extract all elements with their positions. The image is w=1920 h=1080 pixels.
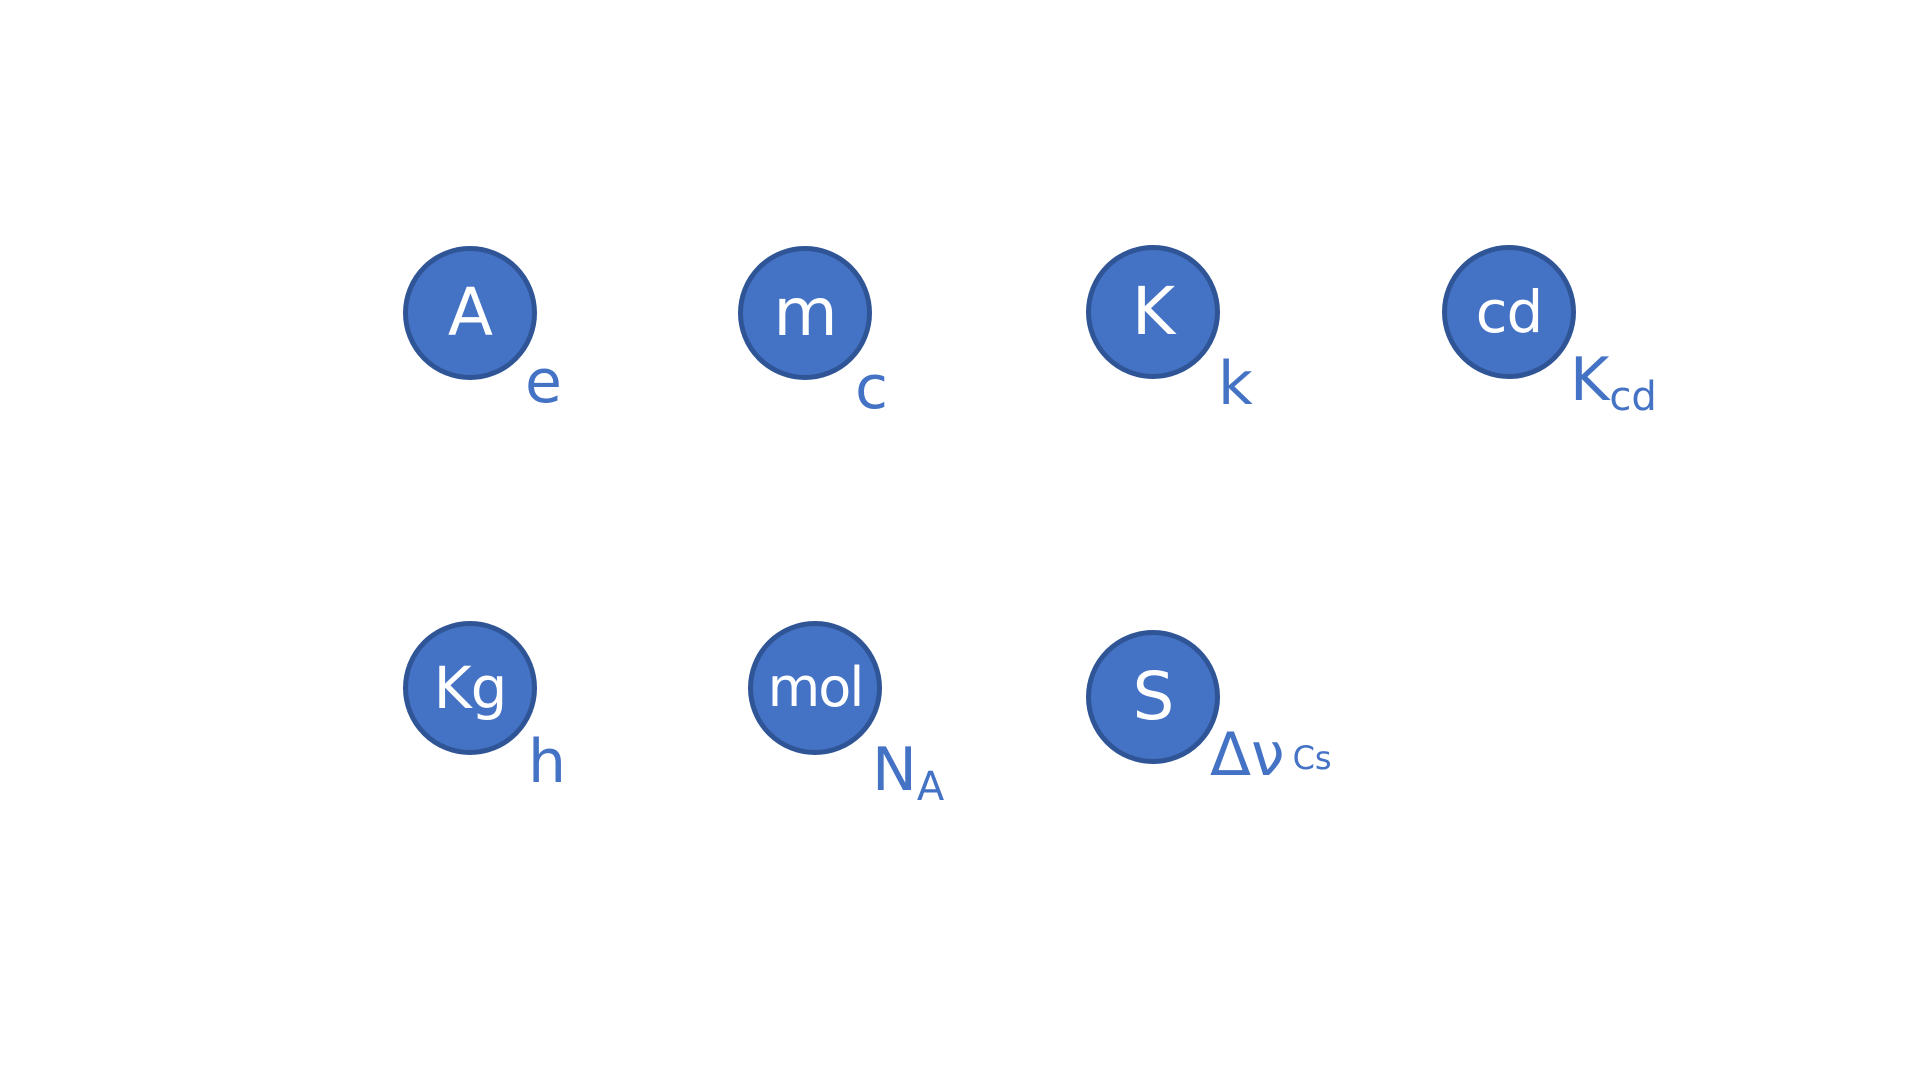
unit-candela-circle: cd: [1442, 245, 1576, 379]
unit-second-symbol: S: [1132, 658, 1175, 735]
constant-luminous-efficacy-symbol: K: [1570, 345, 1610, 415]
constant-planck: h: [528, 732, 566, 792]
unit-candela-symbol: cd: [1475, 278, 1544, 346]
constant-speed-of-light-symbol: c: [855, 353, 888, 423]
constant-boltzmann-symbol: k: [1218, 349, 1253, 419]
unit-mole-symbol: mol: [767, 656, 865, 719]
constant-speed-of-light: c: [855, 358, 888, 418]
constant-avogadro-subscript: A: [916, 764, 945, 810]
unit-metre-symbol: m: [773, 274, 837, 351]
constant-luminous-efficacy-subscript: cd: [1609, 374, 1657, 420]
unit-ampere-circle: A: [403, 246, 537, 380]
unit-kelvin-circle: K: [1086, 245, 1220, 379]
constant-avogadro: NA: [872, 740, 944, 807]
constant-luminous-efficacy: Kcd: [1570, 350, 1657, 417]
unit-kilogram-symbol: Kg: [433, 654, 508, 722]
constant-caesium-frequency-symbol: Δν: [1210, 720, 1285, 790]
unit-ampere-symbol: A: [447, 274, 493, 351]
constant-caesium-frequency-subscript: Cs: [1292, 739, 1332, 777]
unit-kelvin-symbol: K: [1131, 273, 1175, 350]
constant-elementary-charge: e: [525, 352, 562, 412]
unit-metre-circle: m: [738, 246, 872, 380]
constant-caesium-frequency: Δν Cs: [1210, 725, 1332, 785]
unit-mole-circle: mol: [748, 621, 882, 755]
constant-planck-symbol: h: [528, 727, 567, 797]
unit-second-circle: S: [1086, 630, 1220, 764]
constant-elementary-charge-symbol: e: [525, 347, 562, 417]
constant-avogadro-symbol: N: [872, 735, 917, 805]
constant-boltzmann: k: [1218, 354, 1253, 414]
unit-kilogram-circle: Kg: [403, 621, 537, 755]
